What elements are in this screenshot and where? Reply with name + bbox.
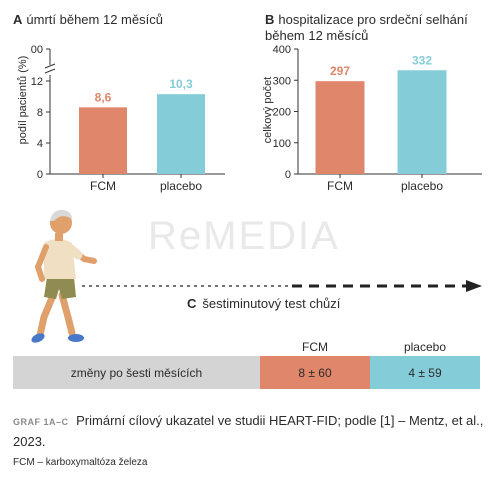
y-tick-label: 200 [273,107,291,119]
x-tick-label: FCM [90,179,116,193]
watermark-text: ReMEDIA [148,214,340,258]
x-tick-label: placebo [401,179,443,193]
y-tick-label: 12 [31,76,43,88]
figure-caption-text: Primární cílový ukazatel ve studii HEART… [13,413,484,449]
table-cell-fcm: 8 ± 60 [260,356,370,389]
figure-caption: GRAF 1A–C Primární cílový ukazatel ve st… [13,411,488,451]
panel-b-title-line-1: hospitalizace pro srdeční selhání [278,12,468,27]
walk-distance-arrow [82,280,482,292]
y-tick-label: 300 [273,75,291,87]
panel-b-chart: 0 100 200 300 400 297 FCM 332 placebo [273,44,482,193]
y-tick-label: 4 [37,138,43,150]
y-tick-label: 100 [30,44,43,56]
panel-c-title-text: šestiminutový test chůzí [202,296,341,311]
panel-a-chart: 0 4 8 12 100 8,6 FCM 10,3 placebo [30,44,225,193]
bar [157,94,205,174]
bar-value-label: 332 [412,53,432,67]
y-tick-label: 8 [37,107,43,119]
y-tick-label: 100 [273,138,291,150]
bar [315,81,365,174]
x-tick-label: FCM [327,179,353,193]
table-row-label: změny po šesti měsících [13,356,260,389]
y-tick-label: 0 [285,169,291,181]
panel-a-title-text: úmrtí během 12 měsíců [26,12,163,27]
figure-tag: GRAF 1A–C [13,417,69,427]
watermark: ReMEDIA [148,214,340,259]
walking-man-illustration [31,209,97,343]
panel-b-title-line-2: během 12 měsíců [265,28,369,43]
footnote: FCM – karboxymaltóza železa [13,457,148,468]
table-header-placebo: placebo [403,340,447,354]
table-cell-placebo: 4 ± 59 [370,356,480,389]
bar [397,70,447,174]
axis-break-mark [44,63,56,74]
bar-value-label: 10,3 [169,77,193,91]
panel-c-letter: C [187,296,197,311]
panel-b-letter: B [265,12,275,27]
x-tick-label: placebo [160,179,202,193]
bar-value-label: 8,6 [95,90,112,104]
y-tick-label: 0 [37,169,43,181]
table-header-fcm: FCM [302,340,328,354]
panel-a-ylabel: podíl pacientů (%) [17,55,29,145]
y-tick-label: 400 [273,44,291,56]
panel-a-letter: A [13,12,23,27]
bar [79,107,127,174]
bar-value-label: 297 [330,64,350,78]
